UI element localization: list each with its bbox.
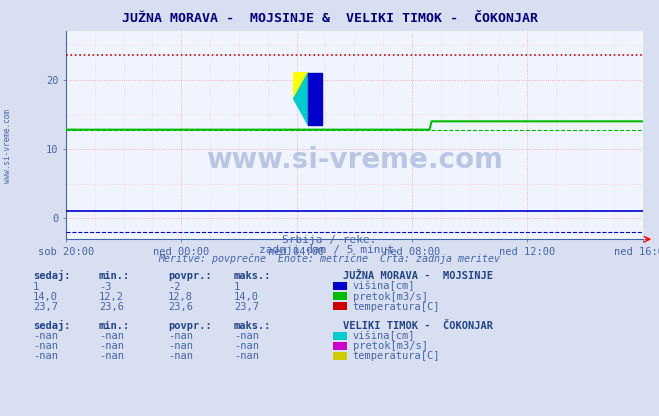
Text: -nan: -nan xyxy=(99,352,124,362)
Polygon shape xyxy=(294,73,308,125)
Text: -nan: -nan xyxy=(168,342,193,352)
Text: zadnji dan / 5 minut.: zadnji dan / 5 minut. xyxy=(258,245,401,255)
Text: JUŽNA MORAVA -  MOJSINJE &  VELIKI TIMOK -  ČOKONJAR: JUŽNA MORAVA - MOJSINJE & VELIKI TIMOK -… xyxy=(121,12,538,25)
Text: -nan: -nan xyxy=(99,332,124,342)
Text: 23,7: 23,7 xyxy=(234,302,259,312)
Text: www.si-vreme.com: www.si-vreme.com xyxy=(206,146,503,174)
Text: višina[cm]: višina[cm] xyxy=(353,331,415,342)
Text: -nan: -nan xyxy=(33,342,58,352)
Text: 14,0: 14,0 xyxy=(234,292,259,302)
Text: maks.:: maks.: xyxy=(234,321,272,331)
Text: VELIKI TIMOK -  ČOKONJAR: VELIKI TIMOK - ČOKONJAR xyxy=(343,321,493,331)
Text: 14,0: 14,0 xyxy=(33,292,58,302)
Text: temperatura[C]: temperatura[C] xyxy=(353,302,440,312)
Text: 1: 1 xyxy=(234,282,240,292)
Text: 12,2: 12,2 xyxy=(99,292,124,302)
Text: pretok[m3/s]: pretok[m3/s] xyxy=(353,292,428,302)
Text: 23,6: 23,6 xyxy=(99,302,124,312)
Text: -nan: -nan xyxy=(234,352,259,362)
Text: višina[cm]: višina[cm] xyxy=(353,281,415,292)
Text: maks.:: maks.: xyxy=(234,271,272,281)
Text: sedaj:: sedaj: xyxy=(33,270,71,281)
Text: JUŽNA MORAVA -  MOJSINJE: JUŽNA MORAVA - MOJSINJE xyxy=(343,271,493,281)
Text: povpr.:: povpr.: xyxy=(168,271,212,281)
Text: 1: 1 xyxy=(33,282,39,292)
Text: pretok[m3/s]: pretok[m3/s] xyxy=(353,342,428,352)
Text: -nan: -nan xyxy=(99,342,124,352)
Text: Srbija / reke.: Srbija / reke. xyxy=(282,235,377,245)
Polygon shape xyxy=(308,73,322,125)
Text: 12,8: 12,8 xyxy=(168,292,193,302)
Text: Meritve: povprečne  Enote: metrične  Črta: zadnja meritev: Meritve: povprečne Enote: metrične Črta:… xyxy=(159,252,500,264)
Text: -nan: -nan xyxy=(234,332,259,342)
Text: -nan: -nan xyxy=(234,342,259,352)
Text: temperatura[C]: temperatura[C] xyxy=(353,352,440,362)
Text: www.si-vreme.com: www.si-vreme.com xyxy=(3,109,13,183)
Text: 23,7: 23,7 xyxy=(33,302,58,312)
Text: -nan: -nan xyxy=(168,352,193,362)
Text: povpr.:: povpr.: xyxy=(168,321,212,331)
Text: 23,6: 23,6 xyxy=(168,302,193,312)
Text: min.:: min.: xyxy=(99,271,130,281)
Text: -3: -3 xyxy=(99,282,111,292)
Text: min.:: min.: xyxy=(99,321,130,331)
Polygon shape xyxy=(294,73,308,99)
Text: -nan: -nan xyxy=(168,332,193,342)
Text: -nan: -nan xyxy=(33,332,58,342)
Text: -2: -2 xyxy=(168,282,181,292)
Text: sedaj:: sedaj: xyxy=(33,319,71,331)
Text: -nan: -nan xyxy=(33,352,58,362)
